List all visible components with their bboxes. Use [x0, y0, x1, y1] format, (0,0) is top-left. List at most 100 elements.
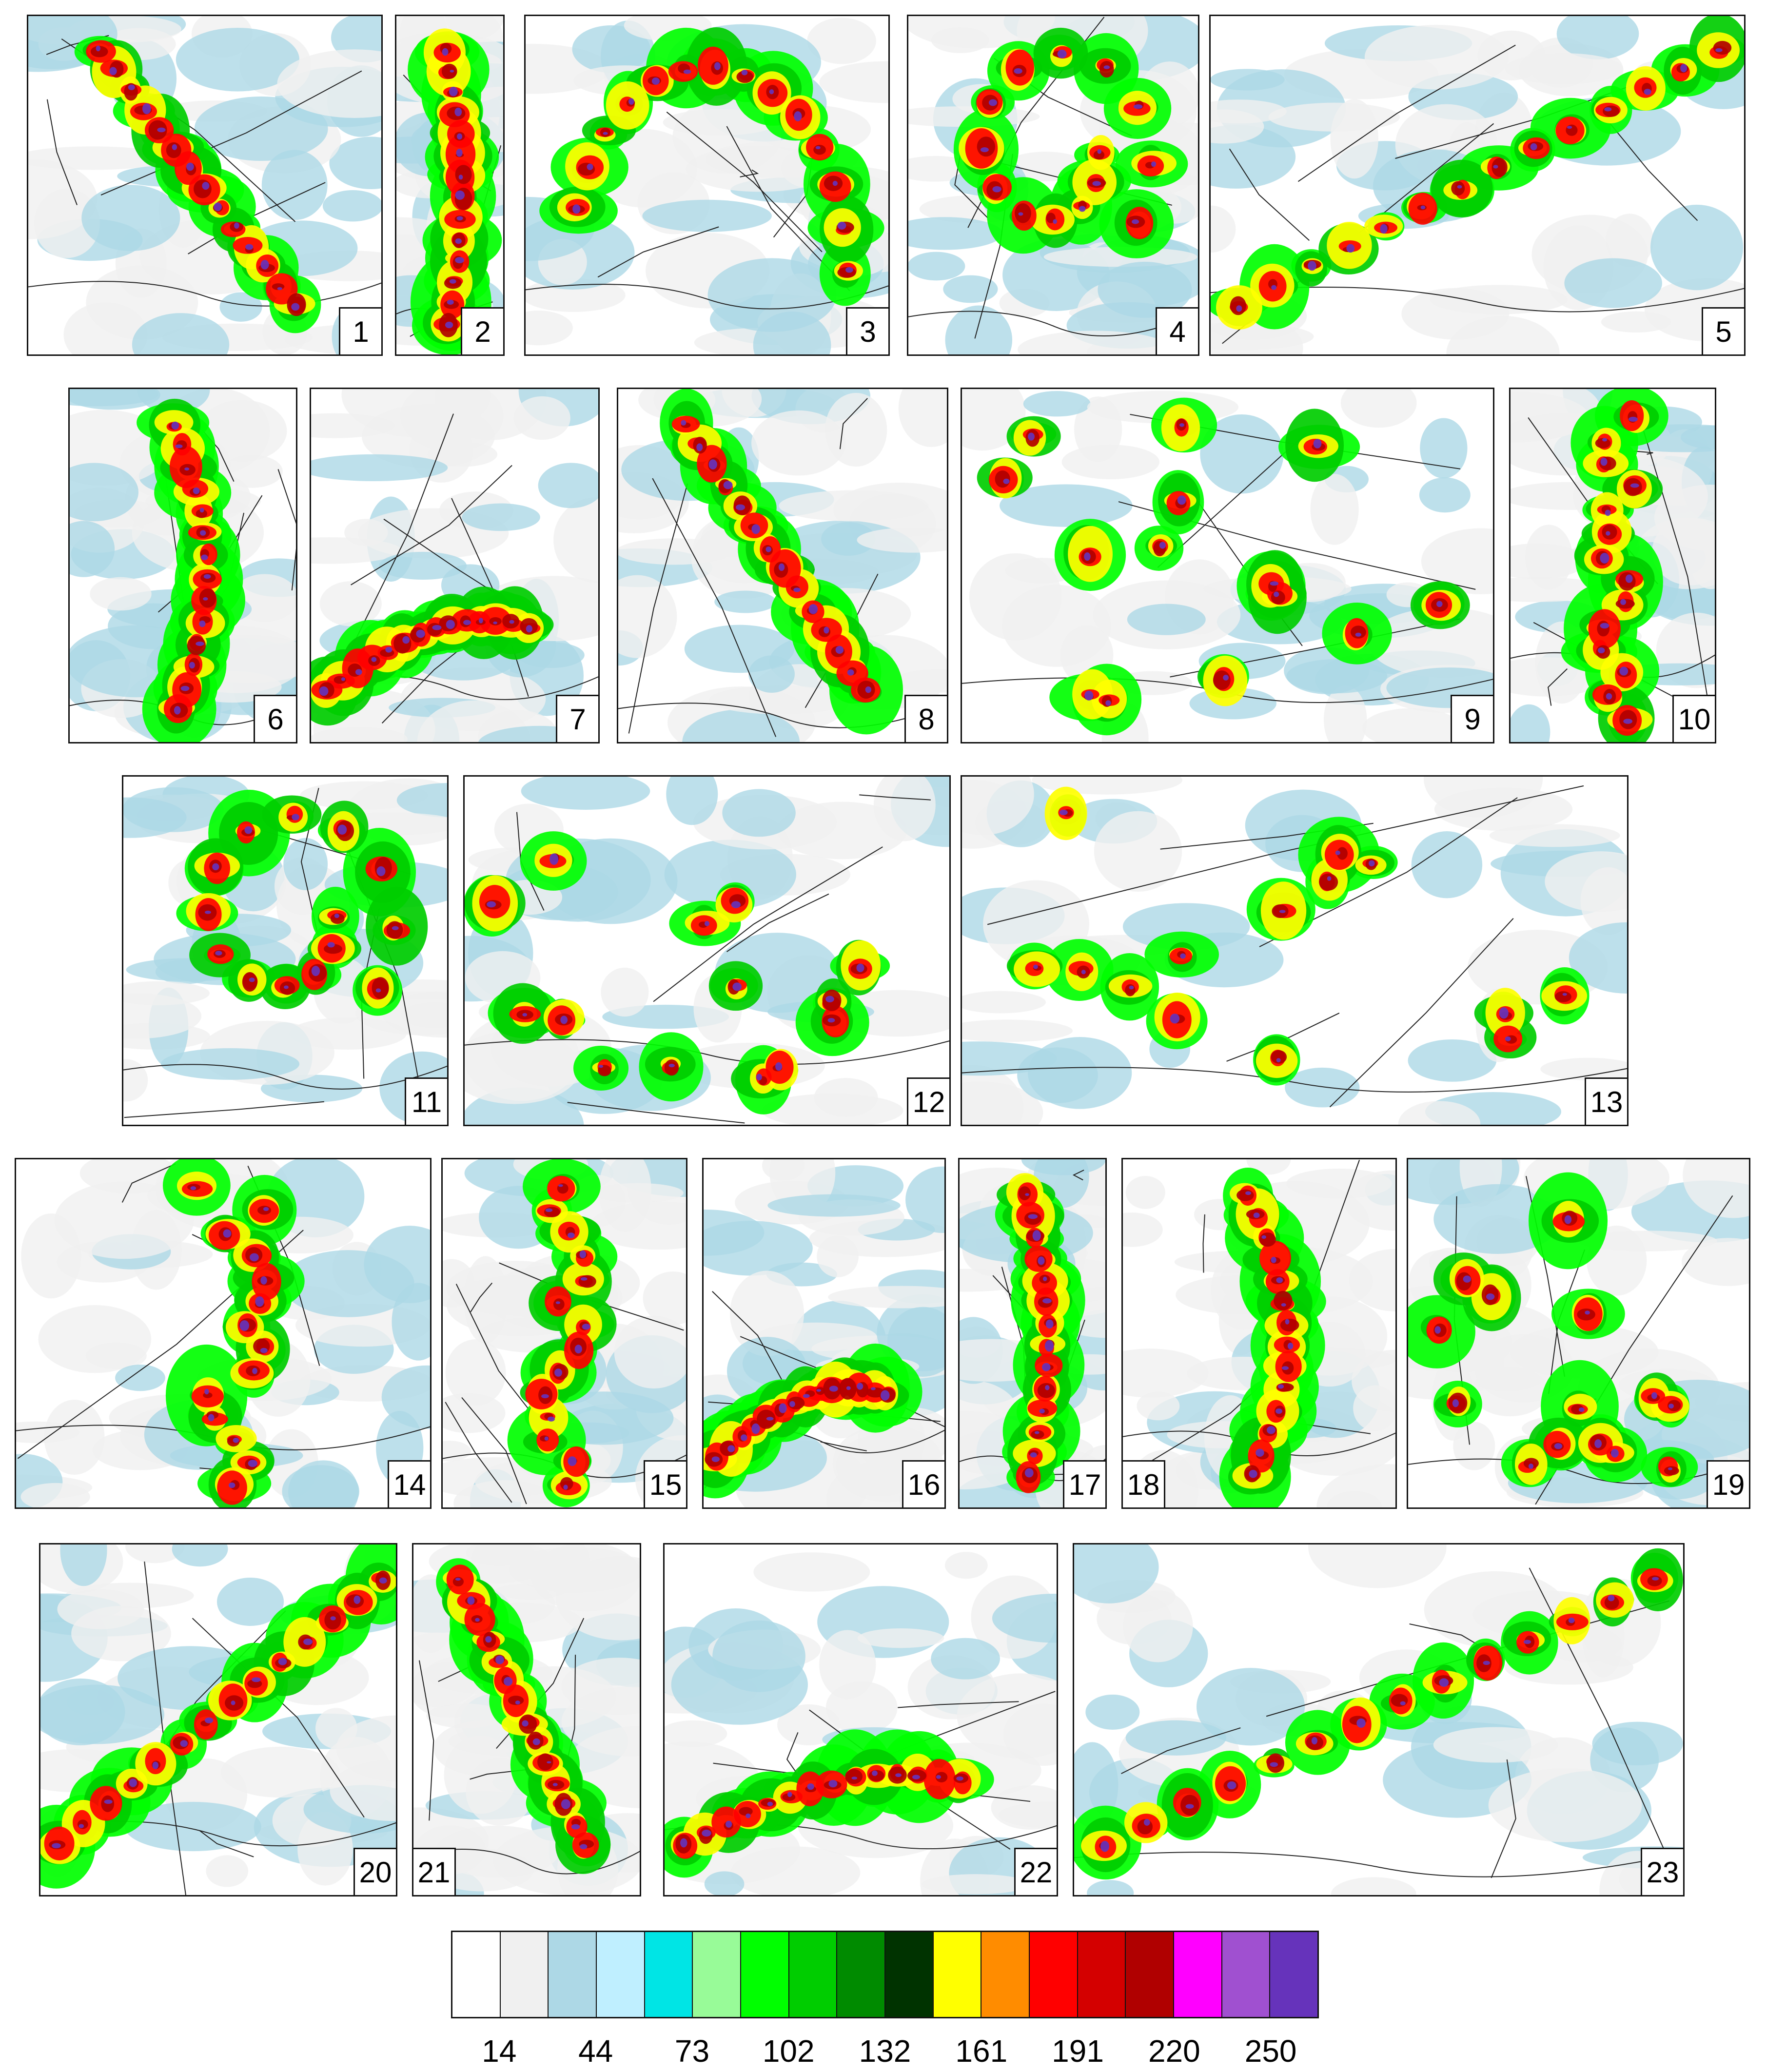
- map-panel-8: 8: [617, 388, 948, 743]
- panel-number-label: 19: [1707, 1460, 1749, 1507]
- map-panel-2: 2: [395, 15, 505, 356]
- precip-light-wash: [962, 389, 1493, 742]
- map-panel-18: 18: [1121, 1158, 1397, 1509]
- panel-number-label: 15: [644, 1460, 686, 1507]
- precip-intense-core: [1074, 1548, 1683, 1880]
- legend-tick-label: 132: [859, 2033, 911, 2069]
- legend-tick-label: 102: [762, 2033, 815, 2069]
- precip-intense-core: [137, 398, 246, 742]
- panel-number-label: 17: [1063, 1460, 1105, 1507]
- legend-tick-label: 73: [674, 2033, 710, 2069]
- panel-number-label: 12: [907, 1077, 949, 1125]
- legend-tick-label: 191: [1052, 2033, 1104, 2069]
- precip-map-21: [413, 1544, 640, 1895]
- legend-swatch: [981, 1932, 1030, 2017]
- panel-number-label: 5: [1702, 307, 1744, 354]
- map-panel-16: 16: [702, 1158, 946, 1509]
- precip-map-4: [908, 16, 1198, 354]
- panel-number-label: 4: [1156, 307, 1198, 354]
- legend-swatch: [1030, 1932, 1078, 2017]
- map-panel-6: 6: [68, 388, 297, 743]
- precip-intense-core: [436, 1558, 611, 1874]
- map-panel-1: 1: [27, 15, 383, 356]
- legend-swatch: [597, 1932, 645, 2017]
- precip-intense-core: [176, 789, 428, 1016]
- precip-map-16: [704, 1159, 944, 1507]
- precip-intense-core: [1006, 786, 1589, 1086]
- panel-number-label: 18: [1123, 1460, 1165, 1507]
- legend-tick-label: 161: [955, 2033, 1008, 2069]
- precip-intense-core: [465, 831, 890, 1114]
- precip-light-wash: [28, 16, 381, 354]
- map-panel-5: 5: [1209, 15, 1746, 356]
- precip-intense-core: [1561, 389, 1668, 742]
- precip-map-11: [123, 777, 447, 1125]
- map-panel-13: 13: [961, 775, 1629, 1126]
- coastline: [123, 1064, 447, 1090]
- legend-tick-labels: 14 44 73 102 132 161 191 220 250: [451, 2033, 1319, 2072]
- precip-map-12: [465, 777, 949, 1125]
- panel-number-label: 10: [1672, 695, 1715, 742]
- precip-map-5: [1211, 16, 1744, 354]
- panel-number-label: 20: [353, 1848, 396, 1895]
- map-panel-21: 21: [412, 1543, 641, 1896]
- legend-swatch: [1174, 1932, 1222, 2017]
- legend-tick-label: 250: [1244, 2033, 1297, 2069]
- precip-map-7: [311, 389, 598, 742]
- legend-swatch: [549, 1932, 597, 2017]
- map-panel-14: 14: [15, 1158, 432, 1509]
- legend-swatch: [837, 1932, 886, 2017]
- map-panel-3: 3: [524, 15, 890, 356]
- precip-intense-core: [1219, 1168, 1326, 1507]
- panel-number-label: 22: [1014, 1848, 1057, 1895]
- map-panel-15: 15: [441, 1158, 687, 1509]
- precip-intense-core: [1211, 16, 1744, 330]
- precip-map-9: [962, 389, 1493, 742]
- precip-map-13: [962, 777, 1627, 1125]
- precip-intense-core: [953, 27, 1188, 258]
- map-panel-22: 22: [663, 1543, 1058, 1896]
- legend-swatch: [693, 1932, 742, 2017]
- map-panel-7: 7: [310, 388, 600, 743]
- legend-tick-label: 44: [578, 2033, 613, 2069]
- coastline: [908, 311, 1198, 336]
- panel-number-label: 23: [1641, 1848, 1683, 1895]
- precip-intense-core: [507, 1159, 618, 1507]
- color-scale-legend: [451, 1931, 1319, 2023]
- legend-swatch: [452, 1932, 501, 2017]
- panel-number-label: 13: [1585, 1077, 1627, 1125]
- map-panel-19: 19: [1407, 1158, 1750, 1509]
- map-panel-17: 17: [958, 1158, 1107, 1509]
- precip-map-17: [960, 1159, 1105, 1507]
- legend-swatch: [645, 1932, 693, 2017]
- precip-map-6: [70, 389, 296, 742]
- coastline: [962, 1067, 1627, 1093]
- precip-map-3: [526, 16, 888, 354]
- precip-map-20: [40, 1544, 396, 1895]
- panel-number-label: 8: [904, 695, 947, 742]
- legend-swatch: [1126, 1932, 1175, 2017]
- precip-map-18: [1123, 1159, 1395, 1507]
- map-panel-12: 12: [463, 775, 951, 1126]
- precip-intense-core: [74, 36, 321, 333]
- precip-map-8: [618, 389, 947, 742]
- precip-map-23: [1074, 1544, 1683, 1895]
- precip-intense-core: [40, 1544, 396, 1889]
- precip-map-22: [665, 1552, 1057, 1895]
- legend-swatch: [885, 1932, 934, 2017]
- precip-intense-core: [995, 1173, 1085, 1493]
- legend-swatch: [500, 1932, 549, 2017]
- legend-swatch: [741, 1932, 789, 2017]
- panel-number-label: 14: [388, 1460, 430, 1507]
- legend-color-bar: [451, 1931, 1319, 2018]
- legend-tick-label: 220: [1148, 2033, 1200, 2069]
- panel-number-label: 1: [339, 307, 381, 354]
- panel-number-label: 7: [556, 695, 598, 742]
- precip-intense-core: [162, 1159, 305, 1507]
- precip-intense-core: [704, 1343, 922, 1499]
- map-panel-11: 11: [122, 775, 449, 1126]
- precip-intense-core: [977, 397, 1470, 736]
- precip-map-1: [28, 16, 381, 354]
- panel-number-label: 21: [413, 1848, 456, 1895]
- legend-swatch: [1222, 1932, 1271, 2017]
